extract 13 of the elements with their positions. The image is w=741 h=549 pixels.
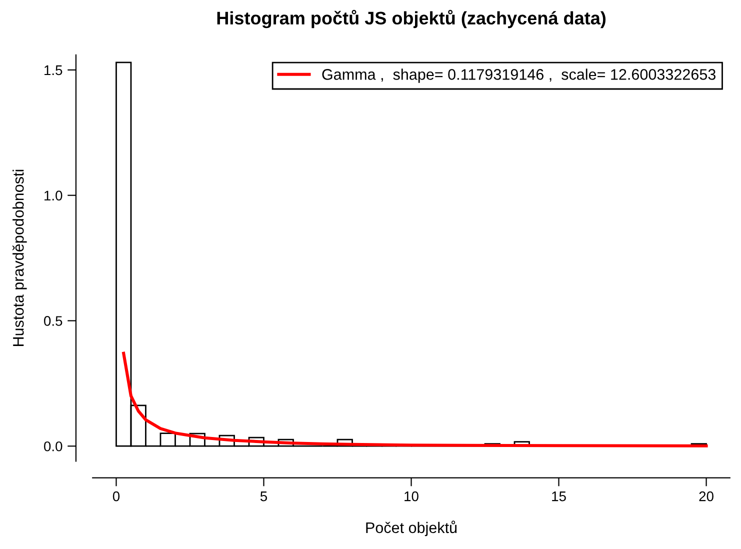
x-tick-label: 10 bbox=[404, 491, 418, 502]
y-tick-label: 1.0 bbox=[44, 190, 62, 201]
y-tick-label: 0.5 bbox=[44, 316, 62, 326]
x-tick-label: 20 bbox=[699, 491, 714, 502]
y-axis-title: Hustota pravděpodobnosti bbox=[12, 170, 27, 346]
legend-label: Gamma , shape= 0.1179319146 , scale= 12.6003322653 bbox=[322, 68, 716, 83]
x-tick-label: 15 bbox=[552, 492, 566, 502]
x-tick-label: 0 bbox=[112, 491, 120, 502]
y-tick-label: 0.0 bbox=[44, 441, 62, 452]
x-axis-title: Počet objektů bbox=[366, 520, 457, 536]
chart-title: Histogram počtů JS objektů (zachycená data) bbox=[217, 10, 606, 28]
y-tick-label: 1.5 bbox=[44, 65, 62, 76]
x-tick-label: 5 bbox=[260, 492, 268, 502]
